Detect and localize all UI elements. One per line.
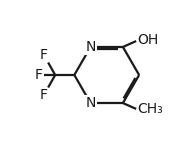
Text: CH₃: CH₃ [138, 102, 163, 116]
Text: F: F [39, 48, 47, 62]
Text: N: N [85, 96, 96, 110]
Text: F: F [35, 68, 43, 82]
Text: N: N [85, 40, 96, 54]
Text: F: F [39, 88, 47, 102]
Text: OH: OH [138, 33, 159, 47]
